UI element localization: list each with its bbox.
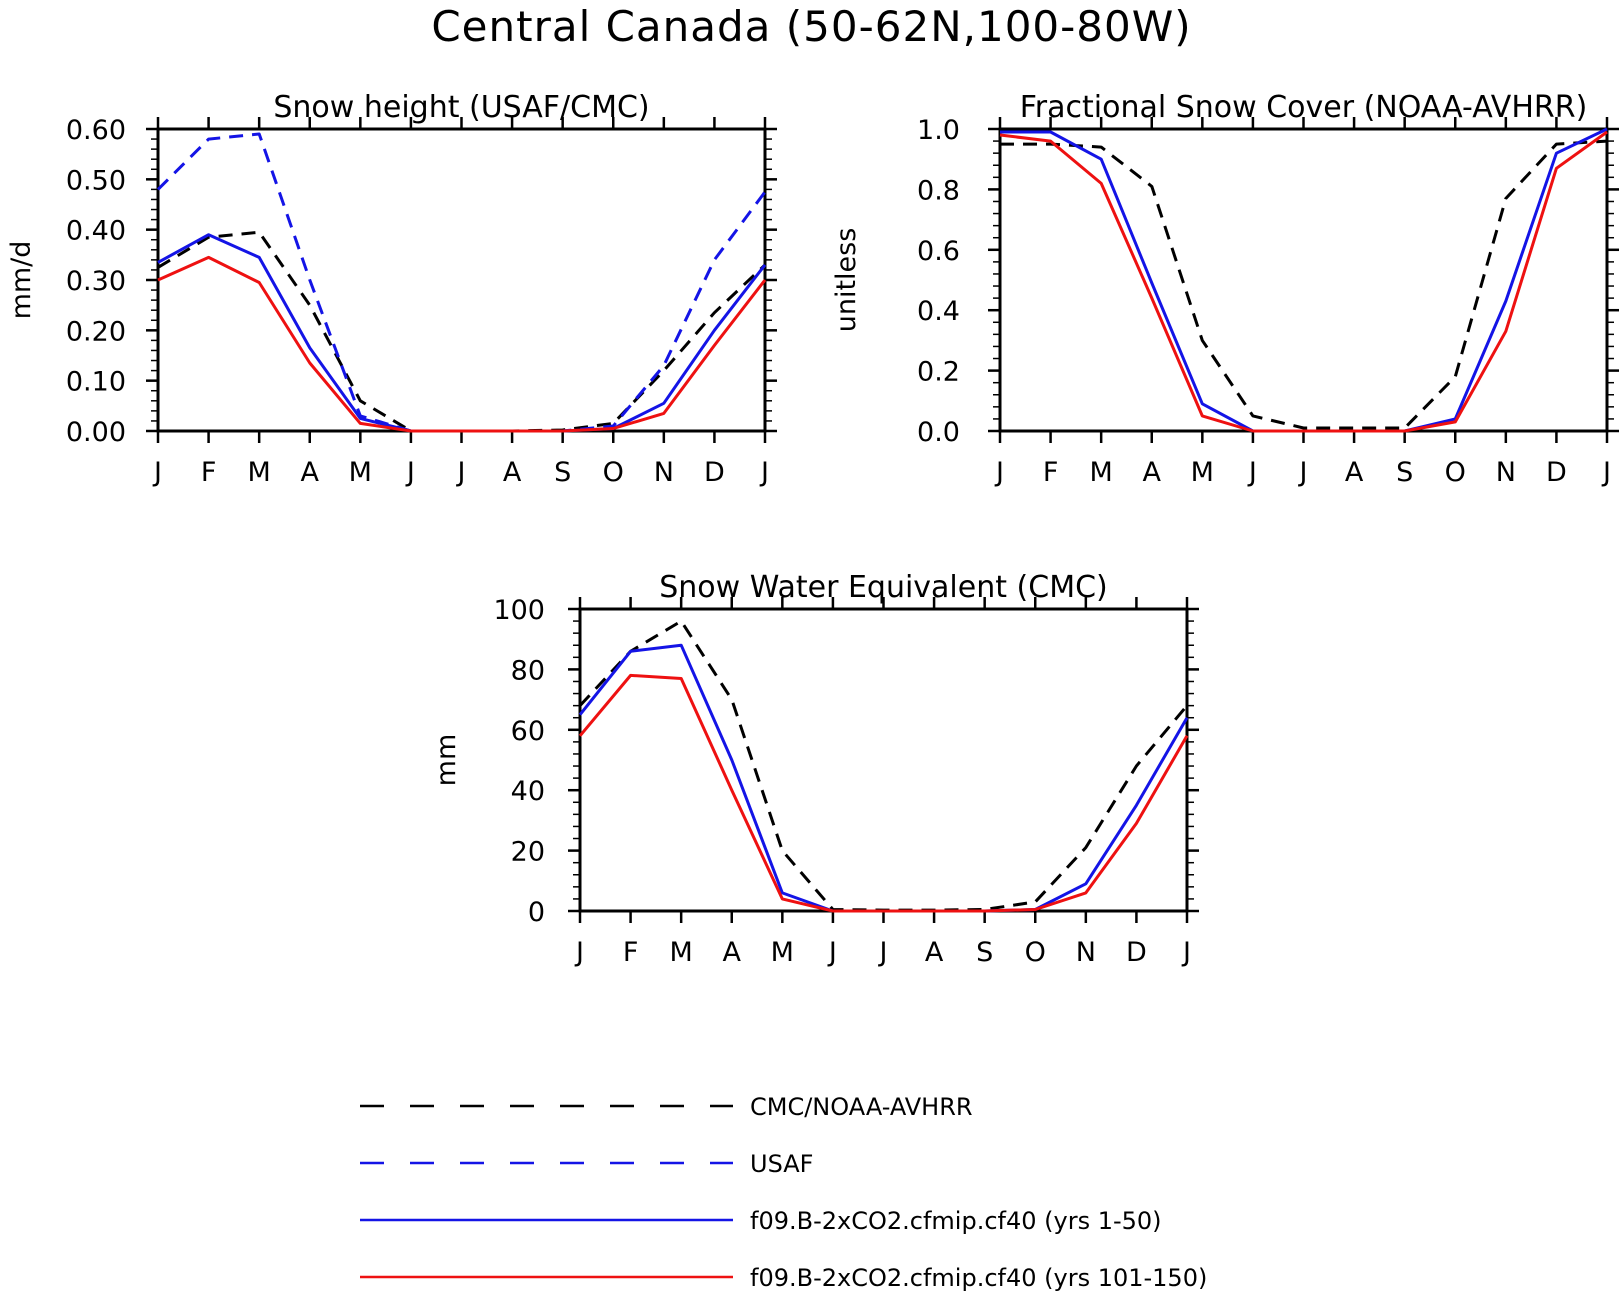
x-tick-label: A [1345,457,1364,488]
x-tick-label: N [654,457,674,488]
y-tick-label: 0.40 [66,216,126,247]
y-tick-label: 40 [511,776,545,807]
x-tick-label: M [1090,457,1113,488]
x-tick-label: A [301,457,320,488]
x-tick-label: O [1025,937,1046,968]
x-tick-label: D [1126,937,1147,968]
x-tick-label: O [603,457,624,488]
y-tick-label: 0.10 [66,367,126,398]
y-tick-label: 1.0 [917,115,960,146]
x-tick-label: M [670,937,693,968]
x-tick-label: J [827,937,837,968]
fractional-snow-cover-chart: Fractional Snow Cover (NOAA-AVHRR)J F M A M J… [831,90,1619,488]
series-line-yrs101_150 [999,130,1608,433]
page-title: Central Canada (50-62N,100-80W) [431,2,1192,51]
x-tick-label: S [1396,457,1413,488]
x-tick-label: J [456,457,466,488]
x-tick-label: M [1191,457,1214,488]
y-tick-label: 0.8 [917,175,960,206]
x-tick-label: J [152,457,162,488]
x-tick-label: M [771,937,794,968]
x-tick-label: F [623,937,639,968]
legend-label-obs: CMC/NOAA-AVHRR [750,1093,973,1121]
series-line-yrs1_50 [578,643,1189,913]
x-tick-label: D [1546,457,1567,488]
y-tick-label: 0.0 [917,417,960,448]
x-tick-label: M [349,457,372,488]
y-tick-label: 60 [511,716,545,747]
x-tick-label: J [1601,457,1611,488]
y-tick-label: 20 [511,837,545,868]
x-tick-label: J [1298,457,1308,488]
y-tick-label: 80 [511,655,545,686]
x-tick-label: N [1496,457,1516,488]
y-tick-label: 0.2 [917,357,960,388]
y-tick-label: 0.20 [66,316,126,347]
y-tick-label: 0.60 [66,115,126,146]
series-line-yrs101_150 [578,673,1189,913]
x-tick-label: J [574,937,584,968]
series-line-usaf [156,132,767,433]
y-axis-label: mm [431,734,462,787]
x-tick-label: A [723,937,742,968]
x-tick-label: J [1181,937,1191,968]
x-tick-label: A [925,937,944,968]
x-tick-label: D [704,457,725,488]
y-tick-label: 100 [493,595,545,626]
plot-frame [156,127,767,433]
x-tick-label: A [1143,457,1162,488]
y-axis-label: unitless [831,228,862,333]
series-line-yrs101_150 [157,255,767,433]
legend-label-usaf: USAF [750,1150,813,1178]
x-tick-label: M [248,457,271,488]
y-axis-label: mm/d [6,241,37,320]
y-tick-label: 0.00 [66,417,126,448]
y-tick-label: 0.4 [917,296,960,327]
y-tick-label: 0.6 [917,236,960,267]
x-tick-label: J [405,457,415,488]
y-tick-label: 0.30 [66,266,126,297]
legend-label-yrs101_150: f09.B-2xCO2.cfmip.cf40 (yrs 101-150) [750,1264,1207,1292]
x-tick-label: S [976,937,993,968]
x-tick-label: O [1445,457,1466,488]
y-tick-label: 0.50 [66,165,126,196]
x-tick-label: F [1043,457,1059,488]
series-line-obs [1000,139,1608,430]
x-tick-label: J [878,937,888,968]
snow-height-chart: Snow height (USAF/CMC)J F M A M J J A S O N D J0.000… [6,90,777,488]
x-tick-label: N [1076,937,1096,968]
y-tick-label: 0 [528,897,545,928]
legend-label-yrs1_50: f09.B-2xCO2.cfmip.cf40 (yrs 1-50) [750,1207,1162,1235]
snow-water-equivalent-chart: Snow Water Equivalent (CMC)J F M A M J J A S O N D J… [431,570,1199,968]
x-tick-label: S [554,457,571,488]
x-tick-label: J [994,457,1004,488]
x-tick-label: J [759,457,769,488]
x-tick-label: F [201,457,217,488]
x-tick-label: A [503,457,522,488]
x-tick-label: J [1247,457,1257,488]
legend: CMC/NOAA-AVHRR USAF f09.B-2xCO2.cfmip.cf40… [360,1093,1207,1292]
